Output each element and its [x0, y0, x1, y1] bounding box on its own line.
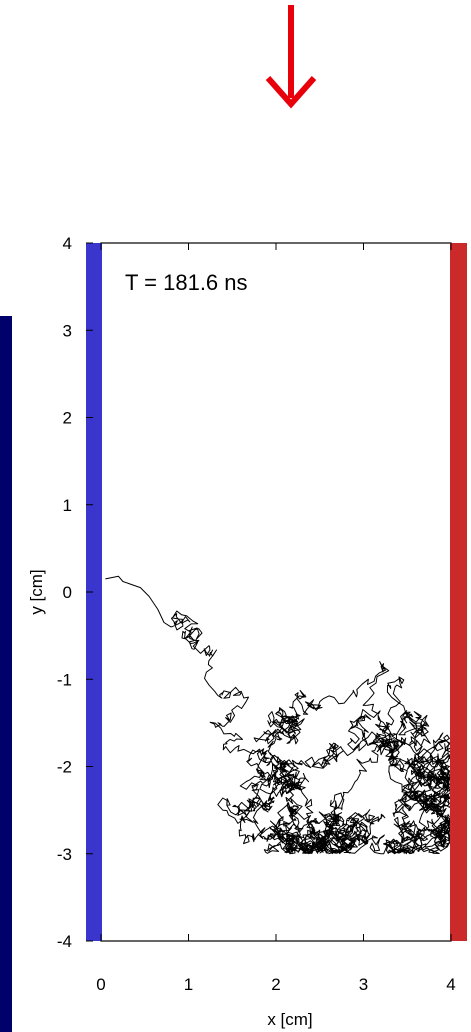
y-tick-label: -3	[57, 845, 72, 864]
x-tick-label: 1	[184, 975, 193, 994]
y-tick-label: -2	[57, 758, 72, 777]
right-boundary-bar	[450, 243, 467, 941]
red-down-arrow-icon	[265, 5, 317, 109]
trajectory-line	[105, 575, 452, 855]
y-tick-label: 4	[63, 234, 72, 253]
y-tick-label: 1	[63, 496, 72, 515]
time-annotation: T = 181.6 ns	[125, 270, 248, 295]
plot-frame	[100, 242, 452, 942]
x-tick-label: 2	[271, 975, 280, 994]
x-axis-ticks: 0 1 2 3 4	[96, 243, 456, 994]
y-axis-ticks: -4 -3 -2 -1 0 1 2 3 4	[57, 234, 93, 951]
trajectory-path	[105, 575, 452, 855]
y-tick-label: -1	[57, 670, 72, 689]
y-tick-label: 3	[63, 321, 72, 340]
y-tick-label: 0	[63, 583, 72, 602]
x-tick-label: 0	[96, 975, 105, 994]
x-axis-label: x [cm]	[267, 1010, 312, 1029]
x-tick-label: 4	[446, 975, 455, 994]
y-tick-label: 2	[63, 409, 72, 428]
left-dark-bar	[0, 316, 12, 1032]
arrow-head	[265, 76, 317, 109]
x-tick-label: 3	[359, 975, 368, 994]
y-tick-label: -4	[57, 932, 72, 951]
y-axis-label: y [cm]	[27, 569, 46, 614]
